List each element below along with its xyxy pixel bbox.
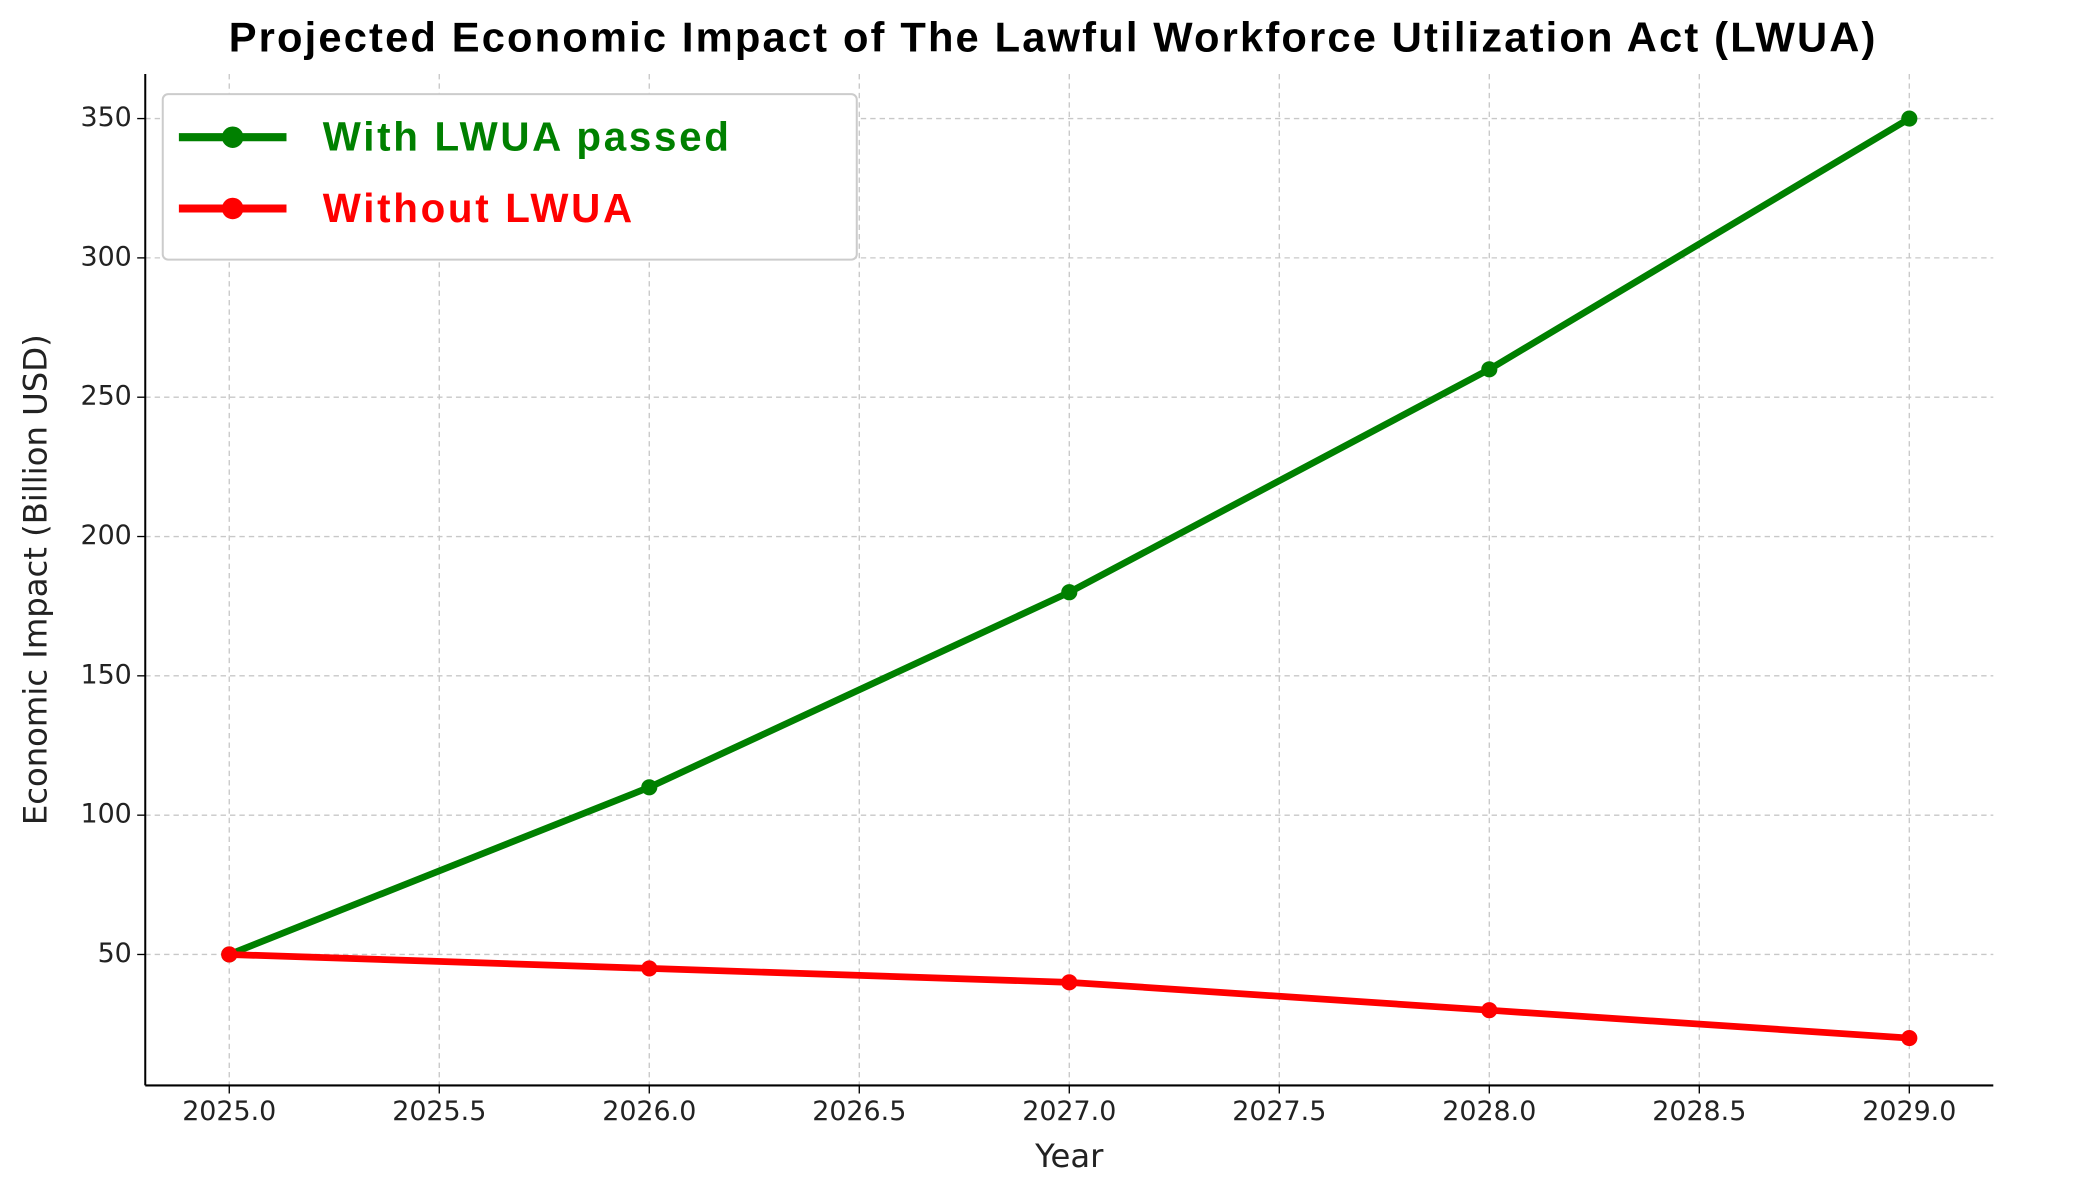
y-tick-label: 250 (80, 381, 131, 412)
x-tick-label: 2026.0 (602, 1096, 696, 1127)
point (641, 779, 658, 796)
x-tick-label: 2027.5 (1232, 1096, 1326, 1127)
x-tick-label: 2025.5 (392, 1096, 486, 1127)
x-tick-label: 2029.0 (1862, 1096, 1956, 1127)
point (1481, 361, 1498, 378)
x-tick-label: 2028.0 (1442, 1096, 1536, 1127)
point (641, 960, 658, 977)
y-tick-label: 100 (80, 799, 131, 830)
legend: With LWUA passed Without LWUA (161, 93, 858, 261)
point (1901, 1029, 1918, 1047)
legend-marker (221, 126, 244, 148)
y-tick-label: 150 (80, 659, 131, 690)
y-tick-label: 350 (80, 102, 131, 133)
point (1061, 974, 1078, 991)
legend-box (161, 93, 858, 261)
point (1061, 584, 1078, 601)
legend-label: With LWUA passed (323, 114, 732, 160)
grid: 50 100 150 200 250 300 350 2025.0 2025.5 2026.0 20… (80, 73, 1994, 1127)
chart-title: Projected Economic Impact of The Lawful … (229, 13, 1878, 60)
x-axis-label: Year (1034, 1137, 1104, 1175)
plot (221, 110, 1918, 1047)
x-tick-label: 2026.5 (812, 1096, 906, 1127)
x-tick-label: 2025.0 (182, 1096, 276, 1127)
y-tick-label: 300 (80, 241, 131, 272)
point (221, 946, 238, 963)
point (1901, 110, 1918, 127)
y-tick-label: 50 (98, 938, 132, 969)
x-tick-label: 2027.0 (1022, 1096, 1116, 1127)
legend-label: Without LWUA (323, 185, 635, 231)
y-axis-label: Economic Impact (Billion USD) (17, 334, 55, 825)
legend-marker (221, 197, 244, 220)
x-tick-label: 2028.5 (1652, 1096, 1746, 1127)
y-tick-label: 200 (80, 520, 131, 551)
point (1481, 1002, 1498, 1019)
